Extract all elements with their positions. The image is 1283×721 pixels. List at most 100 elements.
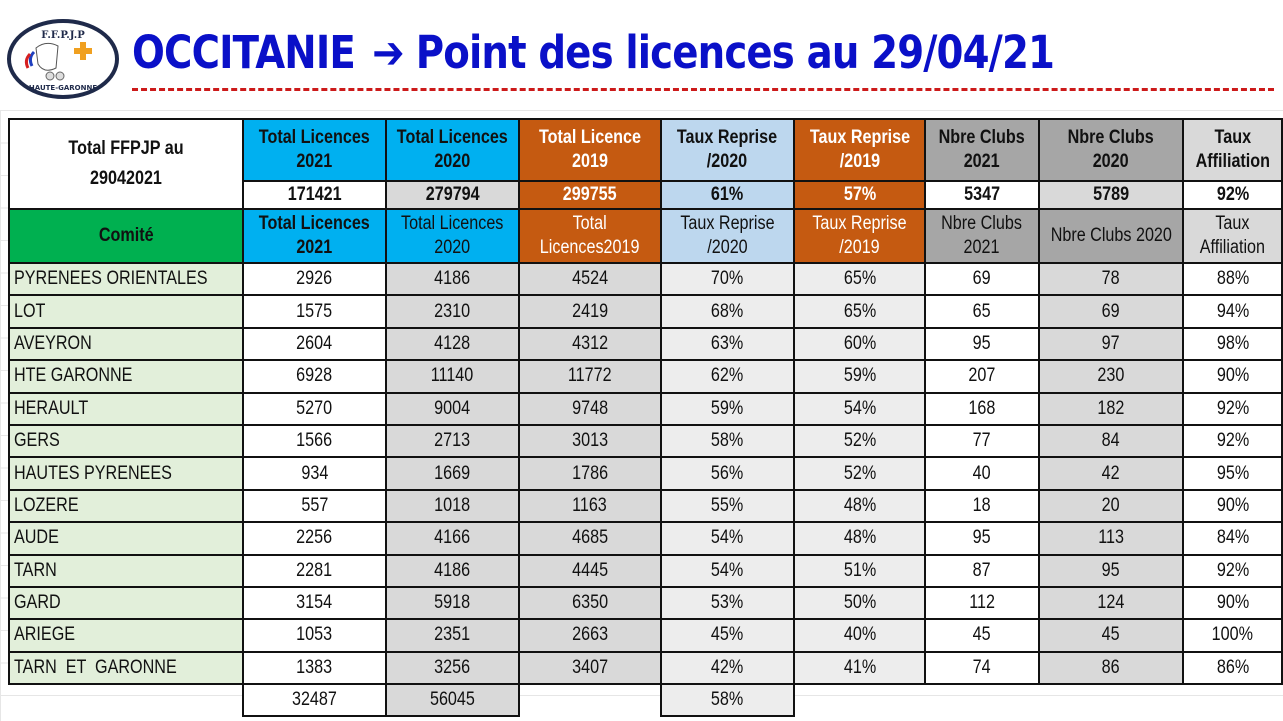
cell-licences-2021: 2604 [241,326,388,362]
totals-empty [9,684,243,716]
totals-empty [519,684,661,716]
totals-empty [1183,684,1282,716]
cell-licences-2019: 3013 [517,423,662,459]
cell-taux-affiliation: 95% [1182,456,1283,491]
cell-taux-affiliation: 86% [1182,650,1283,686]
cell-clubs-2020: 78 [1037,261,1185,297]
cell-licences-2021: 2281 [241,553,388,588]
cell-licences-2020: 2713 [385,423,520,459]
cell-licences-2019: 9748 [517,391,662,426]
cell-taux-reprise-2020: 42% [659,650,795,686]
cell-taux-affiliation: 90% [1182,585,1283,621]
cell-taux-affiliation: 94% [1182,294,1283,329]
cell-taux-reprise-2020: 63% [659,326,795,362]
cell-licences-2021: 3154 [241,585,388,621]
summary-value: 299755 [517,180,662,210]
summary-header-licences-2020: Total Licences 2020 [385,118,520,182]
cell-licences-2019: 4445 [517,553,662,588]
column-header-clubs-2021: Nbre Clubs 2021 [924,208,1040,264]
cell-comite-name: HAUTES PYRENEES [8,456,244,491]
cell-clubs-2021: 45 [924,618,1040,653]
cell-licences-2021: 557 [241,488,388,524]
cell-clubs-2020: 230 [1037,359,1185,394]
cell-comite-name: AUDE [8,521,244,556]
cell-taux-affiliation: 90% [1182,488,1283,524]
cell-licences-2020: 4128 [385,326,520,362]
cell-licences-2019: 2419 [517,294,662,329]
summary-header-licences-2021: Total Licences 2021 [241,118,388,182]
cell-comite-name: AVEYRON [8,326,244,362]
table-row: GERS 1566 2713 3013 58% 52% 77 84 92% [8,423,1283,459]
cell-clubs-2021: 74 [924,650,1040,686]
cell-taux-affiliation: 98% [1182,326,1283,362]
summary-value: 61% [659,180,795,210]
total-licences-2021: 32487 [241,683,388,718]
cell-taux-reprise-2019: 51% [792,553,927,588]
column-header-reprise-2019: Taux Reprise/2019 [792,208,927,264]
table-row: TARN ET GARONNE 1383 3256 3407 42% 41% 74 86 86% [8,650,1283,686]
cell-clubs-2020: 69 [1037,294,1185,329]
cell-licences-2020: 5918 [385,585,520,621]
totals-row: 32487 56045 58% [9,683,1282,718]
total-reprise-2020: 58% [659,683,795,718]
cell-taux-reprise-2019: 52% [792,456,927,491]
column-header-licences-2020: Total Licences 2020 [385,208,520,264]
cell-taux-reprise-2019: 59% [792,359,927,394]
cell-taux-reprise-2019: 52% [792,423,927,459]
cell-licences-2021: 934 [241,456,388,491]
cell-taux-reprise-2019: 40% [792,618,927,653]
table-row: LOT 1575 2310 2419 68% 65% 65 69 94% [8,294,1283,329]
summary-value: 279794 [385,180,520,210]
cell-taux-reprise-2019: 65% [792,261,927,297]
summary-header-licence-2019: Total Licence 2019 [517,118,662,182]
cell-taux-reprise-2019: 60% [792,326,927,362]
cell-clubs-2020: 95 [1037,553,1185,588]
cell-taux-reprise-2020: 70% [659,261,795,297]
totals-empty [1039,684,1184,716]
svg-text:HAUTE-GARONNE: HAUTE-GARONNE [29,84,97,92]
cell-clubs-2021: 18 [924,488,1040,524]
cell-licences-2020: 2310 [385,294,520,329]
cell-taux-reprise-2020: 45% [659,618,795,653]
table-row: HTE GARONNE 6928 11140 11772 62% 59% 207 230 90% [8,359,1283,394]
page-title: OCCITANIE ➔ Point des licences au 29/04/21 [132,26,1055,79]
cell-licences-2020: 2351 [385,618,520,653]
cell-taux-reprise-2020: 56% [659,456,795,491]
table-row: AUDE 2256 4166 4685 54% 48% 95 113 84% [8,521,1283,556]
table-row: GARD 3154 5918 6350 53% 50% 112 124 90% [8,585,1283,621]
summary-value: 5789 [1037,180,1185,210]
cell-taux-affiliation: 92% [1182,391,1283,426]
cell-licences-2019: 2663 [517,618,662,653]
svg-text:F.F.P.J.P: F.F.P.J.P [41,30,85,41]
cell-clubs-2020: 42 [1037,456,1185,491]
arrow-right-icon: ➔ [372,26,404,79]
cell-clubs-2020: 84 [1037,423,1185,459]
cell-clubs-2021: 168 [924,391,1040,426]
cell-licences-2020: 4186 [385,553,520,588]
cell-clubs-2021: 40 [924,456,1040,491]
summary-label: Total FFPJP au 29042021 [8,118,243,209]
cell-clubs-2021: 65 [924,294,1040,329]
table-row: TARN 2281 4186 4445 54% 51% 87 95 92% [8,553,1283,588]
cell-licences-2020: 1669 [385,456,520,491]
cell-comite-name: TARN [8,553,244,588]
cell-taux-reprise-2020: 68% [659,294,795,329]
cell-licences-2020: 3256 [385,650,520,686]
summary-values-row: 171421 279794 299755 61% 57% 5347 5789 9… [9,180,1283,210]
cell-clubs-2021: 95 [924,326,1040,362]
cell-clubs-2020: 20 [1037,488,1185,524]
licences-table: Total FFPJP au 29042021 Total Licences 20… [8,118,1283,718]
total-licences-2020: 56045 [385,683,520,718]
cell-comite-name: GERS [8,423,244,459]
cell-taux-reprise-2020: 62% [659,359,795,394]
ffpjp-logo: F.F.P.J.P HAUTE-GARONNE [7,19,119,99]
cell-taux-reprise-2020: 54% [659,553,795,588]
cell-licences-2021: 6928 [241,359,388,394]
table-row: ARIEGE 1053 2351 2663 45% 40% 45 45 100% [8,618,1283,653]
cell-taux-reprise-2019: 48% [792,521,927,556]
column-header-licences-2019: Total Licences2019 [517,208,662,264]
cell-comite-name: LOZERE [8,488,244,524]
cell-licences-2019: 4685 [517,521,662,556]
summary-value: 92% [1182,180,1283,210]
cell-taux-reprise-2020: 53% [659,585,795,621]
